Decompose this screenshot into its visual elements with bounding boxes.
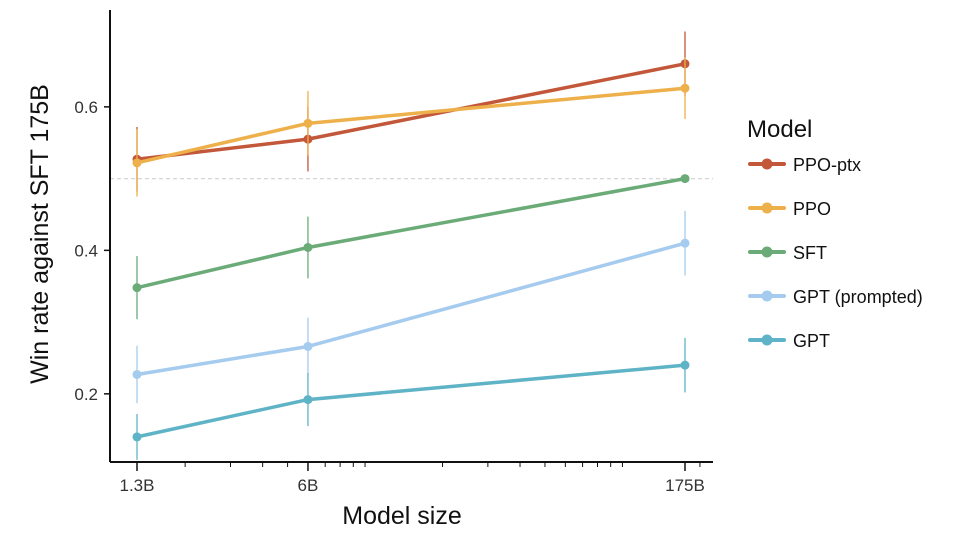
legend-label: GPT (prompted) bbox=[793, 287, 923, 307]
legend-label: PPO bbox=[793, 199, 831, 219]
legend-swatch-point bbox=[761, 334, 773, 346]
legend-label: SFT bbox=[793, 243, 827, 263]
data-point bbox=[132, 432, 142, 442]
data-point bbox=[303, 242, 313, 252]
data-point bbox=[680, 83, 690, 93]
x-tick-label: 175B bbox=[665, 476, 705, 495]
y-axis-title: Win rate against SFT 175B bbox=[26, 84, 54, 384]
y-tick-label: 0.6 bbox=[74, 98, 98, 117]
data-point bbox=[132, 158, 142, 168]
legend-swatch-point bbox=[761, 202, 773, 214]
series-line bbox=[135, 241, 687, 377]
x-tick-label: 1.3B bbox=[120, 476, 155, 495]
data-point bbox=[303, 395, 313, 405]
data-point bbox=[132, 369, 142, 379]
data-point bbox=[132, 283, 142, 293]
data-point bbox=[680, 174, 690, 184]
x-axis-title: Model size bbox=[342, 502, 462, 530]
data-point bbox=[680, 360, 690, 370]
series-line bbox=[135, 176, 687, 290]
axes: 0.2 0.4 0.6 1.3B 6B 175B bbox=[74, 10, 713, 495]
plot-area bbox=[110, 31, 713, 460]
data-point bbox=[303, 341, 313, 351]
legend-swatch-point bbox=[761, 158, 773, 170]
legend-swatch-point bbox=[761, 290, 773, 302]
x-tick-label: 6B bbox=[298, 476, 319, 495]
data-point bbox=[680, 238, 690, 248]
legend: Model PPO-ptx PPO SFT GPT (prompted) GPT bbox=[747, 116, 923, 351]
y-tick-label: 0.2 bbox=[74, 385, 98, 404]
series-line bbox=[135, 86, 687, 165]
series-line bbox=[135, 363, 687, 439]
y-tick-label: 0.4 bbox=[74, 241, 98, 260]
legend-swatch-point bbox=[761, 246, 773, 258]
legend-title: Model bbox=[747, 116, 812, 143]
legend-label: PPO-ptx bbox=[793, 155, 861, 175]
data-point bbox=[303, 118, 313, 128]
legend-label: GPT bbox=[793, 331, 830, 351]
